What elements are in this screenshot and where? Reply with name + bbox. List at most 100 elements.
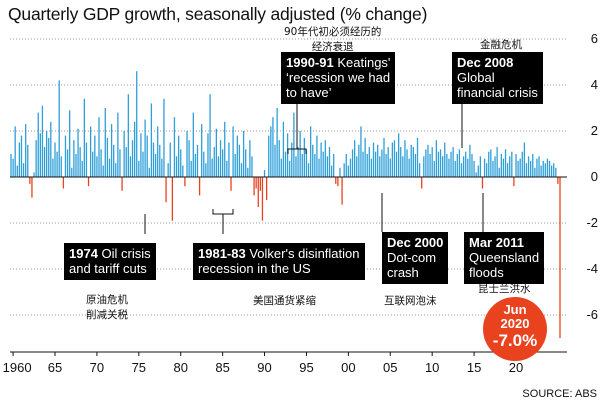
annotation-1974: 1974 Oil crisis and tariff cuts bbox=[64, 243, 156, 280]
gdp-bar bbox=[542, 160, 544, 177]
gdp-bar bbox=[291, 142, 293, 177]
gdp-bar bbox=[12, 158, 14, 177]
gdp-bar bbox=[519, 158, 521, 177]
gdp-bar bbox=[337, 177, 339, 187]
gdp-bar bbox=[54, 142, 56, 177]
gdp-bar bbox=[398, 133, 400, 177]
gdp-bar bbox=[201, 124, 203, 177]
annotation-1974-text-line2: and tariff cuts bbox=[69, 261, 147, 276]
gdp-bar bbox=[255, 177, 257, 189]
gdp-bar bbox=[330, 165, 333, 177]
gdp-bar bbox=[272, 117, 274, 177]
gdp-bar bbox=[129, 156, 132, 177]
x-tick-label: 05 bbox=[383, 360, 397, 375]
x-tick-label: 15 bbox=[467, 360, 481, 375]
gdp-bar bbox=[286, 133, 289, 177]
gdp-bar bbox=[450, 151, 452, 177]
annotation-mar-2011: Mar 2011 Queensland floods bbox=[464, 232, 545, 284]
gdp-bar bbox=[295, 156, 297, 177]
gdp-bar bbox=[131, 140, 134, 177]
gdp-bar bbox=[494, 156, 496, 177]
gdp-bar bbox=[16, 165, 18, 177]
gdp-bar bbox=[234, 154, 236, 177]
gdp-bar bbox=[167, 163, 169, 177]
y-tick-label: 0 bbox=[591, 169, 598, 184]
gdp-bar bbox=[511, 151, 513, 177]
x-tick-label: 70 bbox=[90, 360, 104, 375]
gdp-bar bbox=[75, 154, 77, 177]
gdp-bar bbox=[56, 151, 58, 177]
gdp-bar bbox=[452, 147, 454, 177]
gdp-bar bbox=[152, 142, 155, 177]
annotation-1974-date: 1974 bbox=[69, 246, 98, 261]
gdp-bar bbox=[73, 140, 75, 177]
gdp-bar bbox=[194, 154, 197, 177]
gdp-bar bbox=[328, 147, 331, 177]
gdp-bar bbox=[173, 117, 176, 177]
gdp-bar bbox=[133, 121, 136, 177]
y-tick-label: -2 bbox=[586, 215, 598, 230]
gdp-bar bbox=[245, 149, 247, 177]
gdp-bar bbox=[217, 156, 220, 177]
gdp-bar bbox=[550, 165, 553, 177]
gdp-bar bbox=[232, 126, 234, 177]
gdp-bar bbox=[483, 158, 486, 177]
gdp-bar bbox=[433, 160, 435, 177]
x-tick-label: 10 bbox=[425, 360, 439, 375]
gdp-bar bbox=[559, 177, 561, 338]
gdp-bar bbox=[230, 177, 232, 191]
gdp-bar bbox=[62, 177, 65, 189]
gdp-bar bbox=[211, 158, 213, 177]
highlight-date-line1: Jun bbox=[503, 302, 527, 317]
gdp-bar bbox=[228, 142, 230, 177]
gdp-bar bbox=[87, 177, 90, 187]
source-note: SOURCE: ABS bbox=[522, 388, 597, 400]
gdp-bar bbox=[205, 163, 207, 177]
gdp-bar bbox=[31, 177, 33, 198]
gdp-bar bbox=[446, 154, 448, 177]
cn-label-mar-2011: 昆士兰洪水 bbox=[478, 283, 531, 295]
gdp-bar bbox=[544, 163, 546, 177]
gdp-bar bbox=[366, 154, 368, 177]
annotation-1981-83-date: 1981-83 bbox=[198, 246, 246, 261]
x-tick-label: 80 bbox=[173, 360, 187, 375]
gdp-bar bbox=[358, 144, 360, 177]
annotation-dec-2000-date: Dec 2000 bbox=[387, 235, 444, 250]
gdp-bar bbox=[180, 149, 182, 177]
gdp-bar bbox=[276, 108, 278, 177]
gdp-bar bbox=[177, 135, 180, 177]
gdp-bar bbox=[81, 160, 83, 177]
gdp-bar bbox=[268, 135, 270, 177]
y-tick-label: -4 bbox=[586, 261, 598, 276]
gdp-bar bbox=[50, 121, 52, 177]
gdp-bar bbox=[123, 131, 125, 177]
gdp-bar bbox=[500, 154, 502, 177]
gdp-bar bbox=[439, 149, 442, 177]
gdp-bar bbox=[83, 98, 85, 177]
gdp-bar bbox=[515, 154, 517, 177]
gdp-bar bbox=[33, 172, 35, 177]
gdp-bar bbox=[186, 131, 188, 177]
gdp-bar bbox=[351, 149, 354, 177]
gdp-bar bbox=[538, 156, 540, 177]
gdp-bar bbox=[486, 163, 488, 177]
gdp-bar bbox=[14, 126, 16, 177]
gdp-bar bbox=[481, 177, 484, 189]
highlight-jun-2020: Jun 2020 -7.0% bbox=[483, 297, 547, 361]
gdp-bar bbox=[349, 158, 352, 177]
gdp-bar bbox=[113, 144, 115, 177]
gdp-bar bbox=[525, 163, 528, 177]
gdp-bar bbox=[253, 177, 255, 196]
gdp-bar bbox=[163, 98, 165, 177]
gdp-bar bbox=[362, 151, 364, 177]
cn-label-1974-line2: 削减关税 bbox=[86, 309, 128, 321]
annotation-1981-83-text-line1: Volker's disinflation bbox=[249, 246, 360, 261]
gdp-bar bbox=[280, 158, 282, 177]
gdp-bar bbox=[307, 163, 310, 177]
gdp-bar bbox=[339, 167, 341, 177]
gdp-bar bbox=[416, 137, 419, 177]
x-tick-label: 20 bbox=[509, 360, 523, 375]
gdp-bar bbox=[364, 137, 366, 177]
gdp-bar bbox=[437, 151, 440, 177]
gdp-bar bbox=[66, 149, 69, 177]
